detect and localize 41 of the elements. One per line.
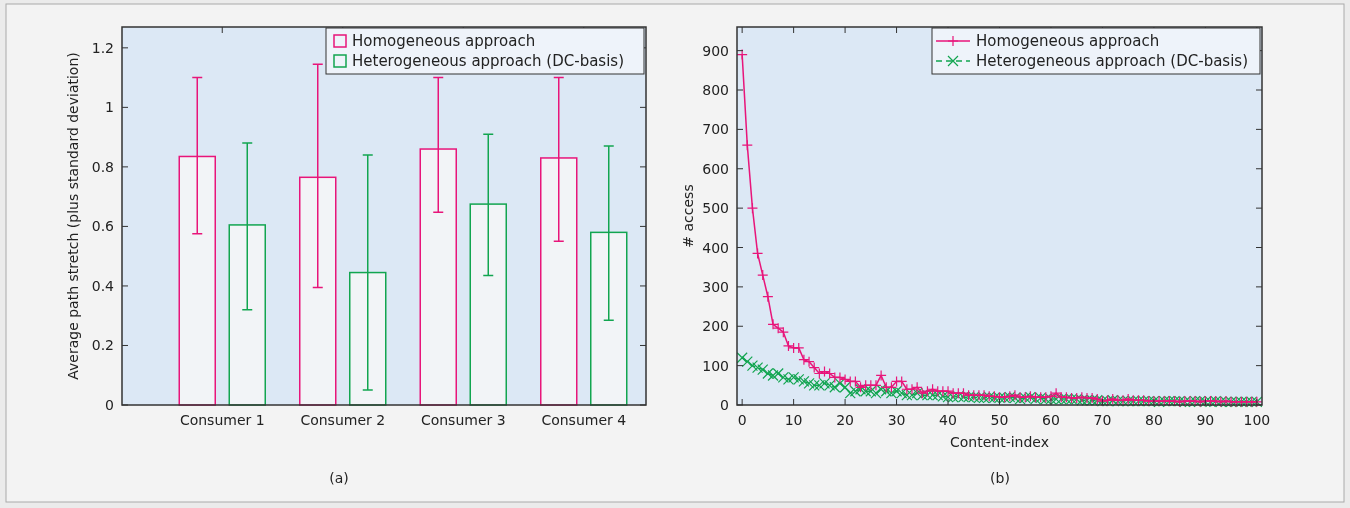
y-tick-label: 0 xyxy=(720,397,729,413)
x-tick-label: 60 xyxy=(1042,412,1060,428)
legend-label: Heterogeneous approach (DC-basis) xyxy=(976,52,1248,70)
legend-label: Heterogeneous approach (DC-basis) xyxy=(352,52,624,70)
x-tick-label: Consumer 4 xyxy=(541,412,627,428)
text: (b) xyxy=(990,470,1010,486)
x-tick-label: 80 xyxy=(1145,412,1163,428)
x-axis-title: Content-index xyxy=(949,434,1050,450)
y-tick-label: 500 xyxy=(702,200,729,217)
y-tick-label: 900 xyxy=(702,42,729,59)
x-tick-label: 50 xyxy=(990,412,1009,428)
legend-label: Homogeneous approach xyxy=(352,32,536,50)
x-tick-label: 40 xyxy=(939,412,957,428)
y-tick-label: 300 xyxy=(702,278,729,295)
x-tick-label: Consumer 3 xyxy=(420,412,506,428)
x-tick-label: 70 xyxy=(1093,412,1112,428)
y-tick-label: 800 xyxy=(702,82,729,98)
x-tick-label: 20 xyxy=(836,412,854,428)
y-tick-label: 200 xyxy=(702,318,729,335)
y-tick-label: 400 xyxy=(702,239,729,256)
y-tick-label: 600 xyxy=(702,160,729,177)
x-tick-label: 90 xyxy=(1196,412,1215,428)
x-tick-label: 10 xyxy=(784,412,803,428)
x-tick-label: Consumer 2 xyxy=(300,412,386,428)
y-tick-label: 0.2 xyxy=(91,337,114,354)
x-tick-label: 100 xyxy=(1243,412,1271,428)
y-tick-label: 0.6 xyxy=(91,218,115,235)
y-tick-label: 0.8 xyxy=(91,158,114,175)
x-tick-label: Consumer 1 xyxy=(179,412,265,428)
y-tick-label: 1.2 xyxy=(91,39,114,56)
legend-label: Homogeneous approach xyxy=(976,32,1160,50)
text: (a) xyxy=(329,470,349,486)
y-axis-title: # access xyxy=(680,184,696,248)
y-tick-label: 0 xyxy=(105,397,114,413)
y-axis-title: Average path stretch (plus standard deviation) xyxy=(65,52,81,380)
y-tick-label: 100 xyxy=(702,357,729,374)
y-tick-label: 0.4 xyxy=(91,277,115,294)
y-tick-label: 1 xyxy=(105,99,114,116)
x-tick-label: 0 xyxy=(737,412,747,428)
x-tick-label: 30 xyxy=(887,412,906,428)
y-tick-label: 700 xyxy=(702,121,729,138)
